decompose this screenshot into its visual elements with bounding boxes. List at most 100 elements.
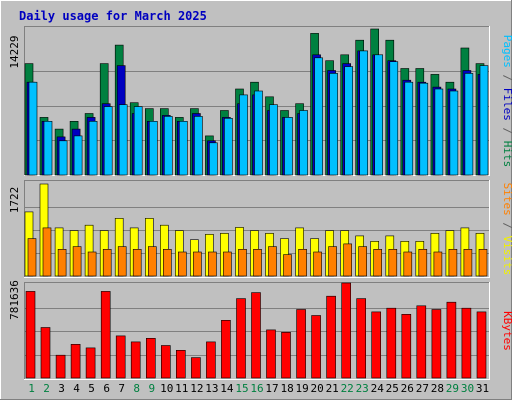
bar-sites-day-28 — [433, 251, 443, 277]
x-tick-label: 10 — [160, 382, 173, 395]
bar-pages-day-1 — [28, 81, 38, 176]
bar-kbytes-day-30 — [461, 307, 472, 379]
bar-sites-day-27 — [418, 249, 428, 277]
bar-pages-day-22 — [344, 66, 354, 176]
axis-title-part: KBytes — [501, 311, 512, 351]
panel-hits-files-pages: 14229 Pages / Files / Hits — [8, 26, 512, 176]
x-tick-label: 16 — [250, 382, 263, 395]
bar-kbytes-day-14 — [221, 319, 231, 379]
bar-sites-day-8 — [132, 249, 142, 277]
bar-sites-day-19 — [298, 249, 307, 277]
x-tick-label: 23 — [356, 382, 369, 395]
axis-title-part: Pages — [501, 35, 512, 68]
x-tick-label: 14 — [220, 382, 234, 395]
bar-pages-day-29 — [449, 90, 459, 176]
bar-kbytes-day-6 — [100, 291, 111, 379]
bar-sites-day-11 — [178, 251, 187, 277]
bar-sites-day-24 — [373, 249, 383, 277]
bar-kbytes-day-15 — [236, 298, 246, 379]
x-tick-label: 1 — [28, 382, 35, 395]
bar-pages-day-23 — [359, 50, 369, 176]
bar-pages-day-19 — [299, 110, 308, 176]
panel-axis-title: Sites / Visits — [501, 183, 512, 276]
bar-sites-day-29 — [448, 249, 458, 277]
bar-pages-day-25 — [389, 61, 399, 176]
bar-kbytes-day-11 — [176, 349, 186, 379]
axis-title-part: Hits — [501, 141, 512, 168]
bar-sites-day-30 — [463, 249, 473, 277]
bar-pages-day-26 — [404, 81, 414, 176]
bar-sites-day-26 — [403, 251, 413, 277]
chart-panels: 14229 Pages / Files / Hits 1722 Sites / Vis… — [8, 26, 512, 380]
x-tick-label: 4 — [73, 382, 80, 395]
panel-max-label: 14229 — [8, 35, 21, 68]
bar-pages-day-2 — [43, 121, 53, 176]
bar-kbytes-day-12 — [191, 357, 201, 379]
panel-max-label: 1722 — [8, 187, 21, 214]
bar-pages-day-6 — [103, 106, 113, 176]
bar-pages-day-28 — [434, 88, 444, 176]
bar-pages-day-3 — [58, 140, 68, 176]
bar-sites-day-3 — [57, 249, 67, 277]
bar-pages-day-13 — [209, 142, 218, 176]
bar-sites-day-4 — [72, 246, 82, 277]
bar-kbytes-day-16 — [251, 292, 261, 379]
x-tick-label: 7 — [118, 382, 125, 395]
x-tick-label: 31 — [476, 382, 489, 395]
panel-axis-title: KBytes — [501, 311, 512, 351]
bar-sites-day-15 — [238, 249, 247, 277]
x-tick-label: 6 — [103, 382, 110, 395]
bar-sites-day-12 — [193, 251, 202, 277]
x-tick-label: 21 — [326, 382, 339, 395]
x-tick-label: 24 — [371, 382, 385, 395]
bar-pages-day-5 — [88, 121, 98, 176]
x-tick-label: 20 — [310, 382, 323, 395]
x-tick-label: 11 — [175, 382, 188, 395]
axis-title-part: / — [501, 68, 512, 88]
x-tick-label: 12 — [190, 382, 203, 395]
axis-title-part: Files — [501, 88, 512, 121]
bar-kbytes-day-4 — [70, 343, 81, 379]
bar-pages-day-4 — [73, 135, 83, 176]
x-tick-label: 17 — [265, 382, 278, 395]
axis-title-part: Sites — [501, 183, 512, 216]
bar-pages-day-9 — [149, 121, 158, 176]
bar-sites-day-13 — [208, 251, 217, 277]
x-tick-label: 5 — [88, 382, 95, 395]
bar-sites-day-31 — [478, 249, 488, 277]
bar-sites-day-9 — [148, 246, 157, 277]
bar-kbytes-day-29 — [446, 301, 457, 379]
bar-pages-day-30 — [464, 73, 474, 176]
bar-kbytes-day-3 — [55, 354, 66, 379]
bar-kbytes-day-26 — [401, 313, 412, 379]
bar-pages-day-11 — [179, 121, 188, 176]
bar-pages-day-14 — [224, 118, 233, 176]
bar-pages-day-31 — [479, 65, 489, 176]
bar-sites-day-1 — [27, 238, 37, 277]
bar-kbytes-day-28 — [431, 309, 442, 379]
bar-sites-day-16 — [253, 249, 262, 277]
x-tick-label: 30 — [461, 382, 474, 395]
axis-title-part: / — [501, 121, 512, 141]
axis-title-part: / — [501, 216, 512, 236]
bar-kbytes-day-8 — [130, 341, 141, 379]
bar-pages-day-21 — [329, 73, 338, 176]
bar-kbytes-day-22 — [341, 282, 352, 379]
bar-sites-day-21 — [328, 246, 337, 277]
bar-kbytes-day-19 — [296, 309, 306, 379]
bar-pages-day-17 — [269, 104, 278, 176]
bar-kbytes-day-23 — [356, 298, 367, 379]
bar-sites-day-14 — [223, 251, 232, 277]
bar-kbytes-day-20 — [311, 315, 321, 379]
bar-pages-day-10 — [164, 116, 173, 176]
x-tick-label: 26 — [401, 382, 414, 395]
bar-pages-day-16 — [254, 90, 263, 176]
x-tick-label: 19 — [295, 382, 308, 395]
bar-kbytes-day-21 — [326, 295, 336, 379]
bar-kbytes-day-13 — [206, 341, 216, 379]
bar-pages-day-7 — [118, 104, 128, 176]
bar-sites-day-10 — [163, 249, 172, 277]
x-axis-labels: 1 2 3 4 5 6 7 8 9 10 11 12 13 14 15 16 17 18 19 20 21 22 23 24 2… — [28, 382, 489, 395]
